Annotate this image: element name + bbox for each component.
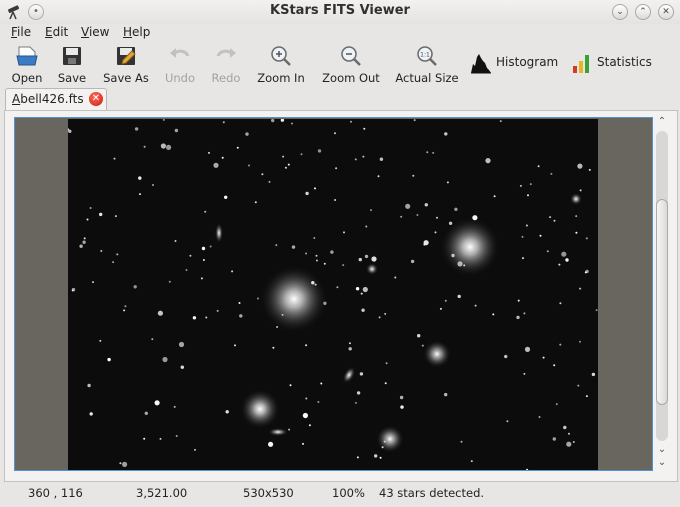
histogram-button[interactable]: Histogram	[470, 50, 560, 76]
save-as-button[interactable]: Save As	[101, 44, 151, 85]
open-button[interactable]: Open	[8, 44, 46, 85]
floppy-disk-icon	[63, 47, 81, 65]
image-size: 530x530	[243, 486, 294, 500]
zoom-out-button[interactable]: Zoom Out	[319, 44, 383, 85]
zoom-in-label: Zoom In	[257, 71, 305, 85]
zoom-level: 100%	[332, 486, 365, 500]
redo-button[interactable]: Redo	[208, 44, 244, 85]
histogram-label: Histogram	[496, 55, 559, 69]
save-as-label: Save As	[103, 71, 149, 85]
fits-viewer-panel: ⌃ ⌄ ⌄	[4, 110, 678, 482]
fits-star-field-image[interactable]	[68, 119, 598, 470]
menu-bar: File Edit View Help	[0, 24, 680, 42]
scroll-thumb[interactable]	[656, 199, 668, 405]
close-icon[interactable]: ✕	[658, 4, 674, 20]
svg-text:1:1: 1:1	[420, 52, 430, 59]
menu-view[interactable]: View	[81, 25, 110, 39]
status-bar: 360 , 116 3,521.00 530x530 100% 43 stars…	[0, 482, 680, 504]
chevron-down-icon[interactable]: ⌄	[657, 457, 667, 468]
redo-arrow-icon	[216, 48, 236, 58]
undo-label: Undo	[164, 71, 196, 85]
floppy-pencil-icon	[117, 47, 136, 65]
chevron-down-icon[interactable]: ⌄	[612, 4, 628, 20]
close-circle-icon[interactable]: ✕	[89, 92, 103, 106]
telescope-icon[interactable]	[6, 4, 22, 20]
statistics-button[interactable]: Statistics	[571, 50, 667, 76]
redo-label: Redo	[211, 71, 241, 85]
actual-size-label: Actual Size	[395, 71, 459, 85]
zoom-in-button[interactable]: Zoom In	[254, 44, 308, 85]
window-title: KStars FITS Viewer	[270, 3, 410, 18]
status-message: 43 stars detected.	[379, 486, 485, 500]
open-label: Open	[11, 71, 43, 85]
histogram-icon	[471, 54, 491, 74]
vertical-scrollbar[interactable]: ⌃ ⌄ ⌄	[654, 115, 670, 473]
chevron-up-icon[interactable]: ⌃	[635, 4, 651, 20]
save-button[interactable]: Save	[54, 44, 90, 85]
undo-arrow-icon	[170, 48, 190, 58]
statistics-label: Statistics	[597, 55, 652, 69]
tab-abell426[interactable]: Abell426.fts ✕	[5, 88, 107, 111]
actual-size-button[interactable]: 1:1 Actual Size	[394, 44, 460, 85]
menu-file[interactable]: File	[11, 25, 32, 39]
menu-help[interactable]: Help	[123, 25, 151, 39]
zoom-original-icon: 1:1	[417, 46, 437, 66]
title-bar: • KStars FITS Viewer ⌄ ⌃ ✕	[0, 0, 680, 24]
main-toolbar: Open Save Save As Undo Redo	[0, 42, 680, 86]
cursor-coordinates: 360 , 116	[28, 486, 83, 500]
pixel-value: 3,521.00	[136, 486, 188, 500]
chevron-up-icon[interactable]: ⌃	[657, 116, 667, 127]
pin-icon[interactable]: •	[28, 4, 44, 20]
chevron-down-icon[interactable]: ⌄	[657, 444, 667, 455]
image-viewport[interactable]	[14, 117, 653, 471]
zoom-out-label: Zoom Out	[322, 71, 380, 85]
save-label: Save	[57, 71, 87, 85]
tab-label: Abell426.fts	[12, 92, 84, 106]
tab-bar: Abell426.fts ✕	[0, 86, 680, 111]
menu-edit[interactable]: Edit	[45, 25, 69, 39]
zoom-in-icon	[271, 46, 291, 66]
zoom-out-icon	[341, 46, 361, 66]
bar-statistics-icon	[573, 55, 589, 73]
document-open-icon	[16, 46, 38, 66]
undo-button[interactable]: Undo	[162, 44, 198, 85]
